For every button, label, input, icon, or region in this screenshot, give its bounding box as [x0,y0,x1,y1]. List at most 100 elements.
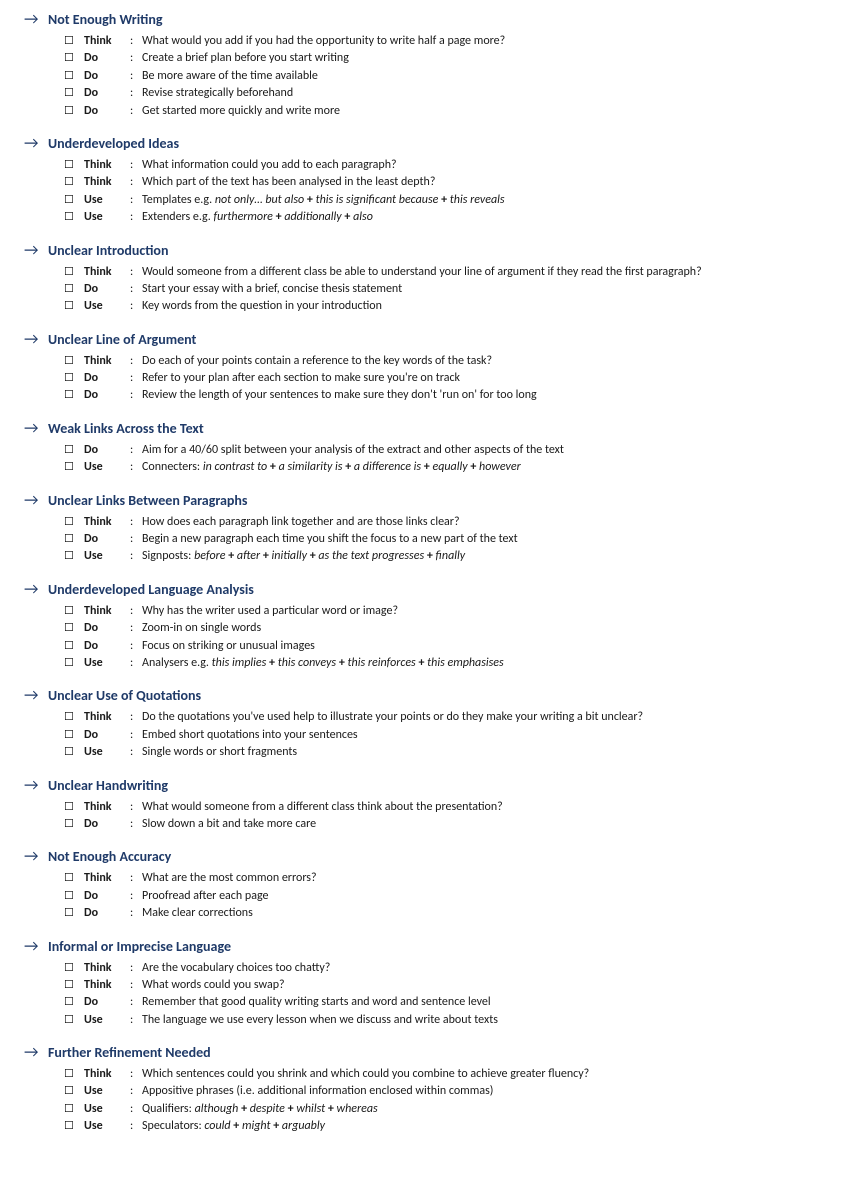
checkbox-icon[interactable]: ☐ [64,744,84,760]
checkbox-icon[interactable]: ☐ [64,548,84,564]
checkbox-icon[interactable]: ☐ [64,387,84,403]
checkbox-icon[interactable]: ☐ [64,33,84,49]
action-label: Think [84,174,130,191]
checkbox-icon[interactable]: ☐ [64,960,84,976]
item-description: Key words from the question in your intr… [142,298,827,315]
checklist-item: ☐Use:The language we use every lesson wh… [64,1012,827,1029]
colon: : [130,281,142,298]
checkbox-icon[interactable]: ☐ [64,174,84,190]
checkbox-icon[interactable]: ☐ [64,353,84,369]
colon: : [130,620,142,637]
item-description: Revise strategically beforehand [142,85,827,102]
checkbox-icon[interactable]: ☐ [64,68,84,84]
section-header: →Unclear Handwriting [18,776,827,795]
checkbox-icon[interactable]: ☐ [64,1083,84,1099]
checkbox-icon[interactable]: ☐ [64,1118,84,1134]
section-title: Unclear Introduction [48,242,168,259]
colon: : [130,655,142,672]
arrow-icon: → [18,1043,48,1062]
colon: : [130,727,142,744]
colon: : [130,994,142,1011]
checkbox-icon[interactable]: ☐ [64,870,84,886]
checkbox-icon[interactable]: ☐ [64,514,84,530]
checklist-item: ☐Think:What words could you swap? [64,977,827,994]
item-description: Do the quotations you've used help to il… [142,709,827,726]
action-label: Do [84,442,130,459]
checkbox-icon[interactable]: ☐ [64,905,84,921]
action-label: Use [84,209,130,226]
checkbox-icon[interactable]: ☐ [64,459,84,475]
checkbox-icon[interactable]: ☐ [64,531,84,547]
checklist-item: ☐Think:How does each paragraph link toge… [64,514,827,531]
checkbox-icon[interactable]: ☐ [64,709,84,725]
checklist-item: ☐Use:Key words from the question in your… [64,298,827,315]
arrow-icon: → [18,10,48,29]
checkbox-icon[interactable]: ☐ [64,50,84,66]
checklist-item: ☐Do:Get started more quickly and write m… [64,103,827,120]
checkbox-icon[interactable]: ☐ [64,298,84,314]
checkbox-icon[interactable]: ☐ [64,103,84,119]
checkbox-icon[interactable]: ☐ [64,994,84,1010]
item-description: Connecters: in contrast to + a similarit… [142,459,827,476]
arrow-icon: → [18,686,48,705]
colon: : [130,442,142,459]
checkbox-icon[interactable]: ☐ [64,264,84,280]
section-header: →Not Enough Accuracy [18,847,827,866]
section-header: →Unclear Line of Argument [18,330,827,349]
item-description: Proofread after each page [142,888,827,905]
colon: : [130,638,142,655]
checkbox-icon[interactable]: ☐ [64,442,84,458]
colon: : [130,603,142,620]
item-description: Be more aware of the time available [142,68,827,85]
checklist-item: ☐Think:Which sentences could you shrink … [64,1066,827,1083]
action-label: Do [84,281,130,298]
item-description: Make clear corrections [142,905,827,922]
action-label: Use [84,548,130,565]
section-title: Unclear Line of Argument [48,331,196,348]
checkbox-icon[interactable]: ☐ [64,85,84,101]
section-items: ☐Think:Why has the writer used a particu… [18,603,827,673]
item-description: Signposts: before + after + initially + … [142,548,827,565]
colon: : [130,531,142,548]
item-description: Review the length of your sentences to m… [142,387,827,404]
section-items: ☐Think:What information could you add to… [18,157,827,227]
checkbox-icon[interactable]: ☐ [64,655,84,671]
checkbox-icon[interactable]: ☐ [64,1101,84,1117]
section: →Unclear Introduction☐Think:Would someon… [18,241,827,316]
section-title: Unclear Links Between Paragraphs [48,492,248,509]
checklist-item: ☐Think:What are the most common errors? [64,870,827,887]
checkbox-icon[interactable]: ☐ [64,977,84,993]
checkbox-icon[interactable]: ☐ [64,281,84,297]
action-label: Use [84,459,130,476]
checkbox-icon[interactable]: ☐ [64,799,84,815]
section-items: ☐Think:Do the quotations you've used hel… [18,709,827,761]
checklist-item: ☐Think:What would you add if you had the… [64,33,827,50]
checkbox-icon[interactable]: ☐ [64,1012,84,1028]
action-label: Do [84,103,130,120]
checkbox-icon[interactable]: ☐ [64,638,84,654]
checkbox-icon[interactable]: ☐ [64,603,84,619]
checkbox-icon[interactable]: ☐ [64,370,84,386]
checklist-item: ☐Do:Refer to your plan after each sectio… [64,370,827,387]
action-label: Think [84,353,130,370]
checkbox-icon[interactable]: ☐ [64,888,84,904]
checkbox-icon[interactable]: ☐ [64,157,84,173]
action-label: Think [84,977,130,994]
action-label: Do [84,387,130,404]
section-header: →Unclear Use of Quotations [18,686,827,705]
action-label: Do [84,888,130,905]
item-description: Analysers e.g. this implies + this conve… [142,655,827,672]
section-items: ☐Think:What are the most common errors?☐… [18,870,827,922]
checklist-item: ☐Think:Why has the writer used a particu… [64,603,827,620]
checkbox-icon[interactable]: ☐ [64,209,84,225]
checkbox-icon[interactable]: ☐ [64,192,84,208]
checkbox-icon[interactable]: ☐ [64,620,84,636]
arrow-icon: → [18,134,48,153]
checkbox-icon[interactable]: ☐ [64,816,84,832]
section-header: →Further Refinement Needed [18,1043,827,1062]
checkbox-icon[interactable]: ☐ [64,727,84,743]
section-items: ☐Think:Would someone from a different cl… [18,264,827,316]
section-header: →Unclear Links Between Paragraphs [18,491,827,510]
checklist-item: ☐Use:Analysers e.g. this implies + this … [64,655,827,672]
checkbox-icon[interactable]: ☐ [64,1066,84,1082]
